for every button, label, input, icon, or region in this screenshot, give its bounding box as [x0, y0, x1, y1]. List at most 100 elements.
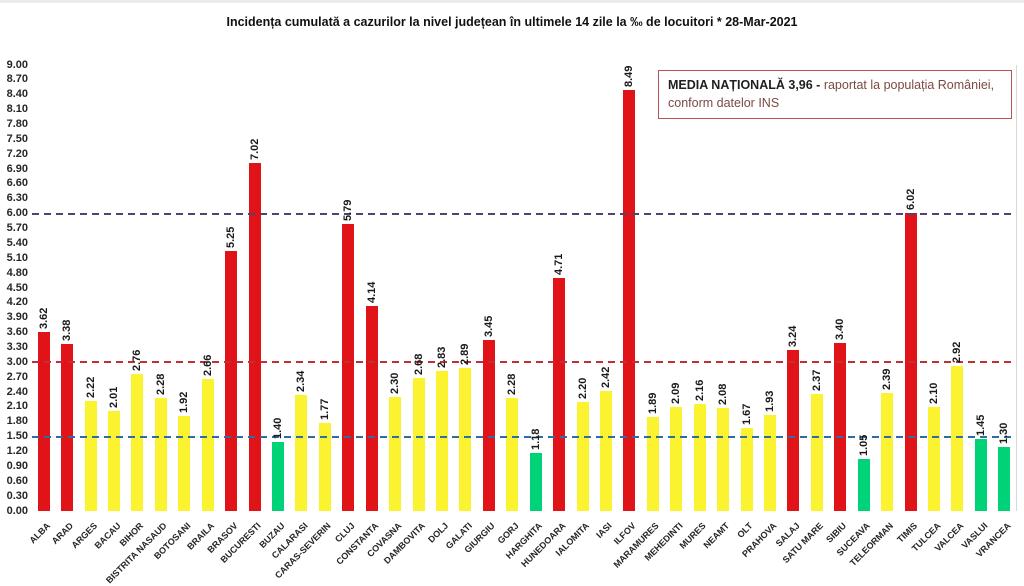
- bar: [576, 401, 589, 511]
- bar-value-label: 1.93: [764, 390, 776, 413]
- y-axis-tick-label: 3.60: [6, 326, 28, 339]
- bar-value-label: 5.79: [342, 199, 355, 222]
- bar: [764, 415, 776, 511]
- bar: [225, 250, 238, 511]
- bar-value-label: 6.02: [904, 188, 917, 210]
- bar: [272, 441, 284, 511]
- bar-value-label: 2.10: [928, 382, 940, 404]
- y-axis-tick-label: 3.00: [6, 355, 28, 368]
- bar: [178, 415, 191, 511]
- bar-value-label: 2.28: [506, 373, 519, 395]
- bar: [646, 417, 659, 511]
- bar-value-label: 2.76: [131, 349, 144, 372]
- national-average-box: MEDIA NAȚIONALĂ 3,96 - raportat la popul…: [658, 70, 1012, 120]
- plot-area: 3.62 ALBA 3.38 ARAD 2.22 ARGES 2.01 BACAU 2.76 BI…: [27, 65, 1017, 585]
- y-axis-tick-label: 9.00: [6, 58, 28, 71]
- y-axis-tick-label: 5.70: [6, 222, 28, 235]
- bar-value-label: 2.09: [670, 383, 683, 405]
- bar: [623, 90, 636, 511]
- bar-value-label: 2.28: [154, 373, 167, 395]
- bar: [810, 393, 823, 511]
- bar: [248, 163, 261, 511]
- bar: [974, 439, 987, 511]
- y-axis-tick-label: 5.10: [6, 251, 28, 264]
- y-axis-tick-label: 1.50: [6, 430, 28, 443]
- bar-value-label: 2.39: [881, 368, 894, 390]
- y-axis-tick-label: 6.30: [6, 192, 28, 205]
- bar-value-label: 2.66: [201, 354, 214, 377]
- bar-value-label: 1.92: [178, 391, 191, 413]
- bar: [998, 446, 1011, 511]
- bar: [108, 411, 120, 511]
- y-axis-tick-label: 7.80: [6, 117, 28, 130]
- y-axis-tick-label: 2.10: [6, 400, 28, 413]
- bar: [436, 370, 448, 511]
- y-axis-tick-label: 0.60: [6, 474, 28, 487]
- chart-title: Incidența cumulată a cazurilor la nivel …: [226, 15, 798, 29]
- bar-value-label: 1.67: [740, 403, 753, 426]
- y-axis-tick-label: 6.60: [6, 177, 28, 190]
- bar-value-label: 3.38: [61, 319, 74, 341]
- reference-line-6.00: [32, 212, 1016, 215]
- bar-value-label: 1.89: [646, 392, 659, 415]
- y-axis-tick-label: 0.00: [6, 504, 28, 517]
- bar-value-label: 1.45: [974, 414, 987, 437]
- national-average-line2: conform datelor INS: [668, 96, 780, 111]
- y-axis-tick-label: 7.50: [6, 132, 28, 145]
- y-axis-tick-label: 0.30: [6, 489, 28, 502]
- bar: [600, 391, 612, 511]
- bar-value-label: 2.30: [389, 372, 402, 395]
- bar-value-label: 3.40: [834, 318, 847, 340]
- bar-value-label: 2.89: [459, 343, 472, 365]
- bar: [787, 350, 800, 511]
- bar-value-label: 7.02: [248, 138, 261, 161]
- bar: [365, 305, 378, 511]
- reference-line-3.00: [32, 361, 1016, 364]
- y-axis-tick-label: 4.80: [6, 266, 28, 279]
- bar-value-label: 2.83: [436, 346, 448, 368]
- bar: [37, 331, 50, 511]
- bar-value-label: 8.49: [623, 65, 636, 88]
- bar-value-label: 2.08: [717, 383, 730, 405]
- bar-value-label: 2.20: [576, 377, 589, 399]
- y-axis-tick-label: 8.70: [6, 73, 28, 86]
- bar-value-label: 1.18: [529, 428, 542, 450]
- bar-value-label: 2.68: [412, 353, 425, 376]
- bar-value-label: 2.42: [600, 366, 612, 389]
- bar-value-label: 2.92: [951, 341, 964, 364]
- bar-value-label: 2.22: [84, 376, 97, 398]
- bar: [928, 406, 940, 511]
- y-axis-tick-label: 0.90: [6, 459, 28, 472]
- y-axis-tick-label: 8.10: [6, 103, 28, 116]
- bar: [389, 397, 402, 511]
- bar-value-label: 2.01: [108, 386, 120, 409]
- national-average-value: MEDIA NAȚIONALĂ 3,96 -: [668, 78, 821, 92]
- bar-value-label: 1.30: [998, 422, 1011, 444]
- bar-value-label: 1.77: [318, 398, 331, 421]
- bar: [342, 224, 355, 511]
- bar-value-label: 5.25: [225, 226, 238, 248]
- bar: [834, 342, 847, 511]
- bar: [131, 374, 144, 511]
- bar: [717, 407, 730, 511]
- y-axis-tick-label: 6.90: [6, 162, 28, 175]
- bar-value-label: 2.34: [295, 370, 308, 393]
- bar: [318, 423, 331, 511]
- bar-value-label: 4.14: [365, 281, 378, 303]
- bar-value-label: 3.62: [37, 307, 50, 329]
- bar: [670, 407, 683, 511]
- bar: [881, 392, 894, 511]
- bar: [201, 379, 214, 511]
- bar: [459, 367, 472, 511]
- bar-value-label: 2.37: [810, 369, 823, 391]
- bar: [951, 366, 964, 511]
- bar: [84, 401, 97, 511]
- y-axis-tick-label: 3.30: [6, 340, 28, 353]
- y-axis-tick-label: 3.90: [6, 311, 28, 324]
- y-axis-tick-label: 7.20: [6, 147, 28, 160]
- reference-line-1.50: [32, 435, 1016, 438]
- y-axis-tick-label: 4.20: [6, 296, 28, 309]
- y-axis-tick-label: 6.00: [6, 207, 28, 220]
- y-axis-tick-label: 2.40: [6, 385, 28, 398]
- window-top-strip: [0, 0, 1024, 3]
